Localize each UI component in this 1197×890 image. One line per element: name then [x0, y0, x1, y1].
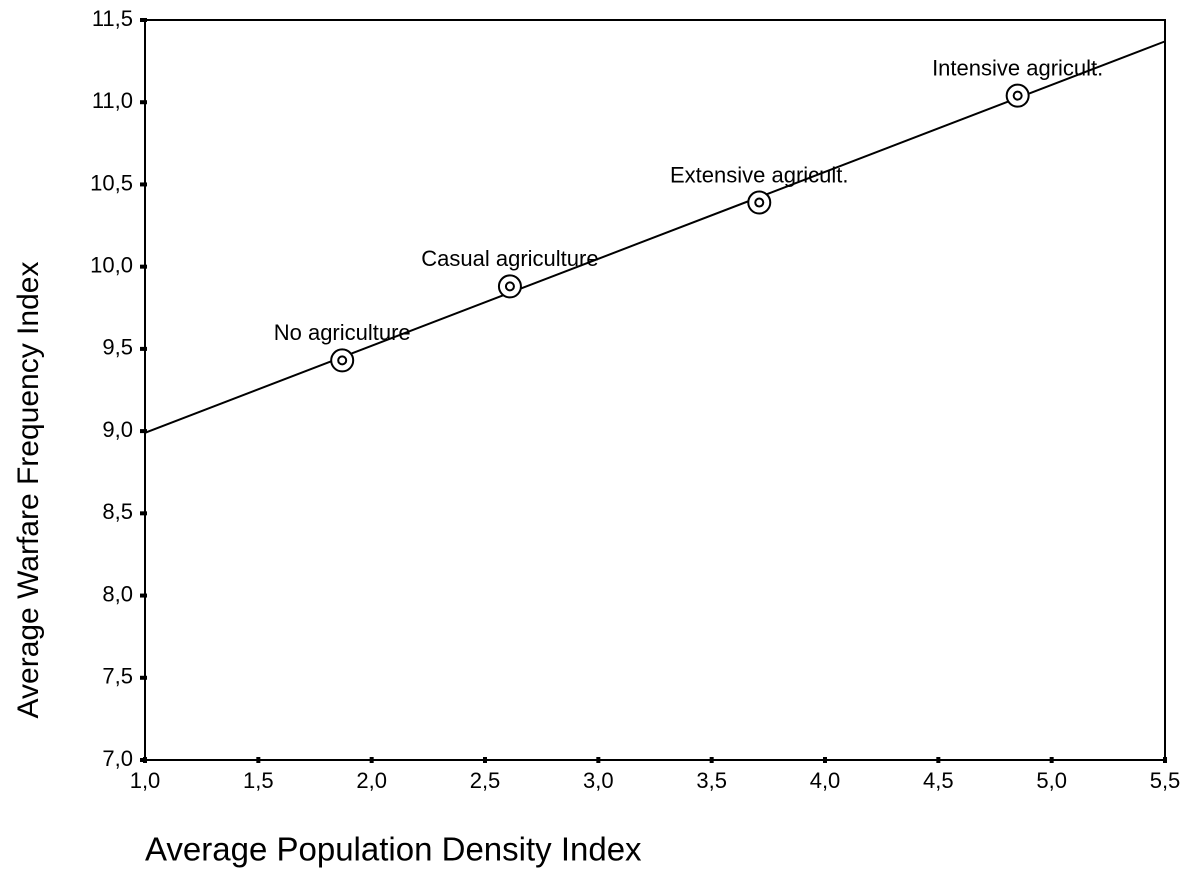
- point: [1005, 83, 1030, 108]
- plot-frame: [144, 19, 1166, 761]
- x-tick-label: 5,0: [1036, 768, 1067, 793]
- y-tick-label: 7,0: [102, 746, 133, 771]
- x-tick-label: 3,0: [583, 768, 614, 793]
- x-tick-label: 2,0: [356, 768, 387, 793]
- x-tick-label: 4,0: [810, 768, 841, 793]
- point-label: Intensive agricult.: [932, 55, 1103, 80]
- point-ring: [754, 197, 765, 208]
- y-tick-label: 10,0: [90, 252, 133, 277]
- y-tick-label: 11,0: [92, 88, 133, 113]
- point-ring: [1012, 90, 1023, 101]
- point: [330, 348, 355, 373]
- x-tick-label: 1,5: [243, 768, 274, 793]
- y-tick-label: 9,0: [102, 417, 133, 442]
- y-axis-label: Average Warfare Frequency Index: [12, 262, 45, 719]
- y-tick-label: 10,5: [90, 170, 133, 195]
- y-tick-label: 8,5: [102, 499, 133, 524]
- point-label: Extensive agricult.: [670, 162, 849, 187]
- point-label: Casual agriculture: [421, 246, 598, 271]
- point-ring: [504, 281, 515, 292]
- x-tick-label: 1,0: [130, 768, 161, 793]
- fit-line: [144, 40, 1166, 434]
- x-tick-label: 5,5: [1150, 768, 1181, 793]
- y-tick-label: 11,5: [92, 6, 133, 31]
- point-label: No agriculture: [274, 320, 411, 345]
- y-tick-label: 9,5: [102, 335, 133, 360]
- x-tick-label: 4,5: [923, 768, 954, 793]
- x-axis-label: Average Population Density Index: [145, 831, 642, 868]
- point-ring: [337, 355, 348, 366]
- point: [497, 274, 522, 299]
- x-tick-label: 3,5: [696, 768, 727, 793]
- y-tick-label: 7,5: [102, 664, 133, 689]
- y-tick-label: 8,0: [102, 581, 133, 606]
- x-tick-label: 2,5: [470, 768, 501, 793]
- point: [747, 190, 772, 215]
